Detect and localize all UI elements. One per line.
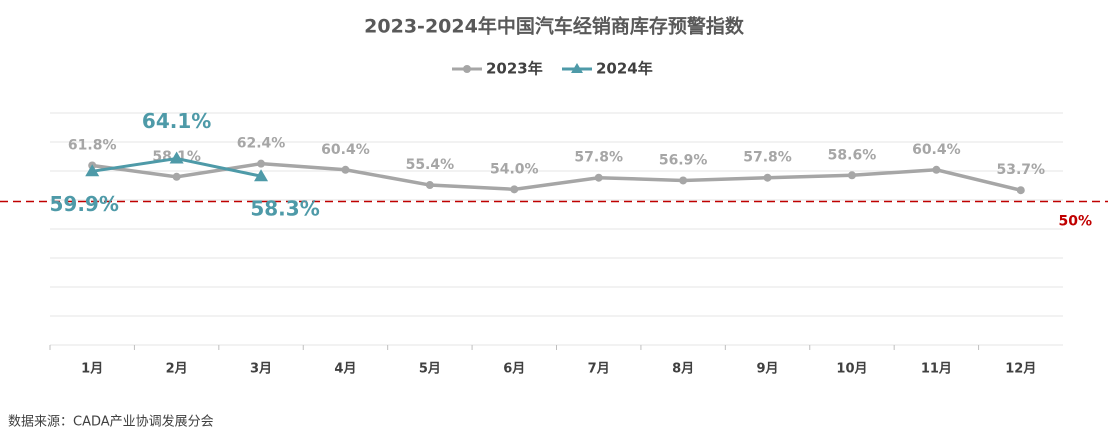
point: [425, 181, 434, 190]
point: [932, 165, 941, 174]
point: [172, 172, 181, 181]
data-label: 58.3%: [250, 197, 319, 221]
reference-label: 50%: [1058, 214, 1092, 230]
x-tick-label: 11月: [921, 362, 952, 377]
data-label: 64.1%: [142, 109, 211, 133]
data-label: 57.8%: [574, 150, 623, 166]
x-tick-label: 6月: [503, 362, 525, 377]
x-tick-label: 2月: [166, 362, 188, 377]
point: [169, 151, 184, 164]
point: [594, 173, 603, 182]
x-tick-label: 3月: [250, 362, 272, 377]
series-line: [91, 161, 1022, 192]
legend-marker: [571, 63, 583, 73]
data-label: 58.6%: [828, 147, 877, 163]
legend-marker: [463, 65, 471, 73]
data-label: 56.9%: [659, 152, 708, 168]
data-label: 61.8%: [68, 138, 117, 154]
point: [254, 169, 269, 182]
point: [257, 159, 266, 168]
data-label: 57.8%: [743, 150, 792, 166]
x-tick-label: 7月: [588, 362, 610, 377]
data-label: 54.0%: [490, 161, 539, 177]
data-label: 60.4%: [912, 142, 961, 158]
point: [85, 164, 100, 177]
source-note: 数据来源：CADA产业协调发展分会: [8, 414, 214, 430]
point: [510, 185, 519, 194]
point: [341, 165, 350, 174]
point: [679, 176, 688, 185]
point: [1016, 186, 1025, 195]
data-label: 60.4%: [321, 142, 370, 158]
data-label: 53.7%: [997, 162, 1046, 178]
point: [763, 173, 772, 182]
x-tick-label: 1月: [81, 362, 103, 377]
x-tick-label: 5月: [419, 362, 441, 377]
data-label: 55.4%: [406, 157, 455, 173]
legend-label: 2024年: [596, 60, 653, 78]
legend-label: 2023年: [486, 60, 543, 78]
data-label: 59.9%: [50, 192, 119, 216]
x-tick-label: 9月: [757, 362, 779, 377]
x-tick-label: 12月: [1005, 362, 1036, 377]
x-tick-label: 4月: [334, 362, 356, 377]
point: [847, 171, 856, 180]
chart-title: 2023-2024年中国汽车经销商库存预警指数: [364, 15, 745, 38]
x-tick-label: 8月: [672, 362, 694, 377]
x-tick-label: 10月: [836, 362, 867, 377]
data-label: 62.4%: [237, 136, 286, 152]
